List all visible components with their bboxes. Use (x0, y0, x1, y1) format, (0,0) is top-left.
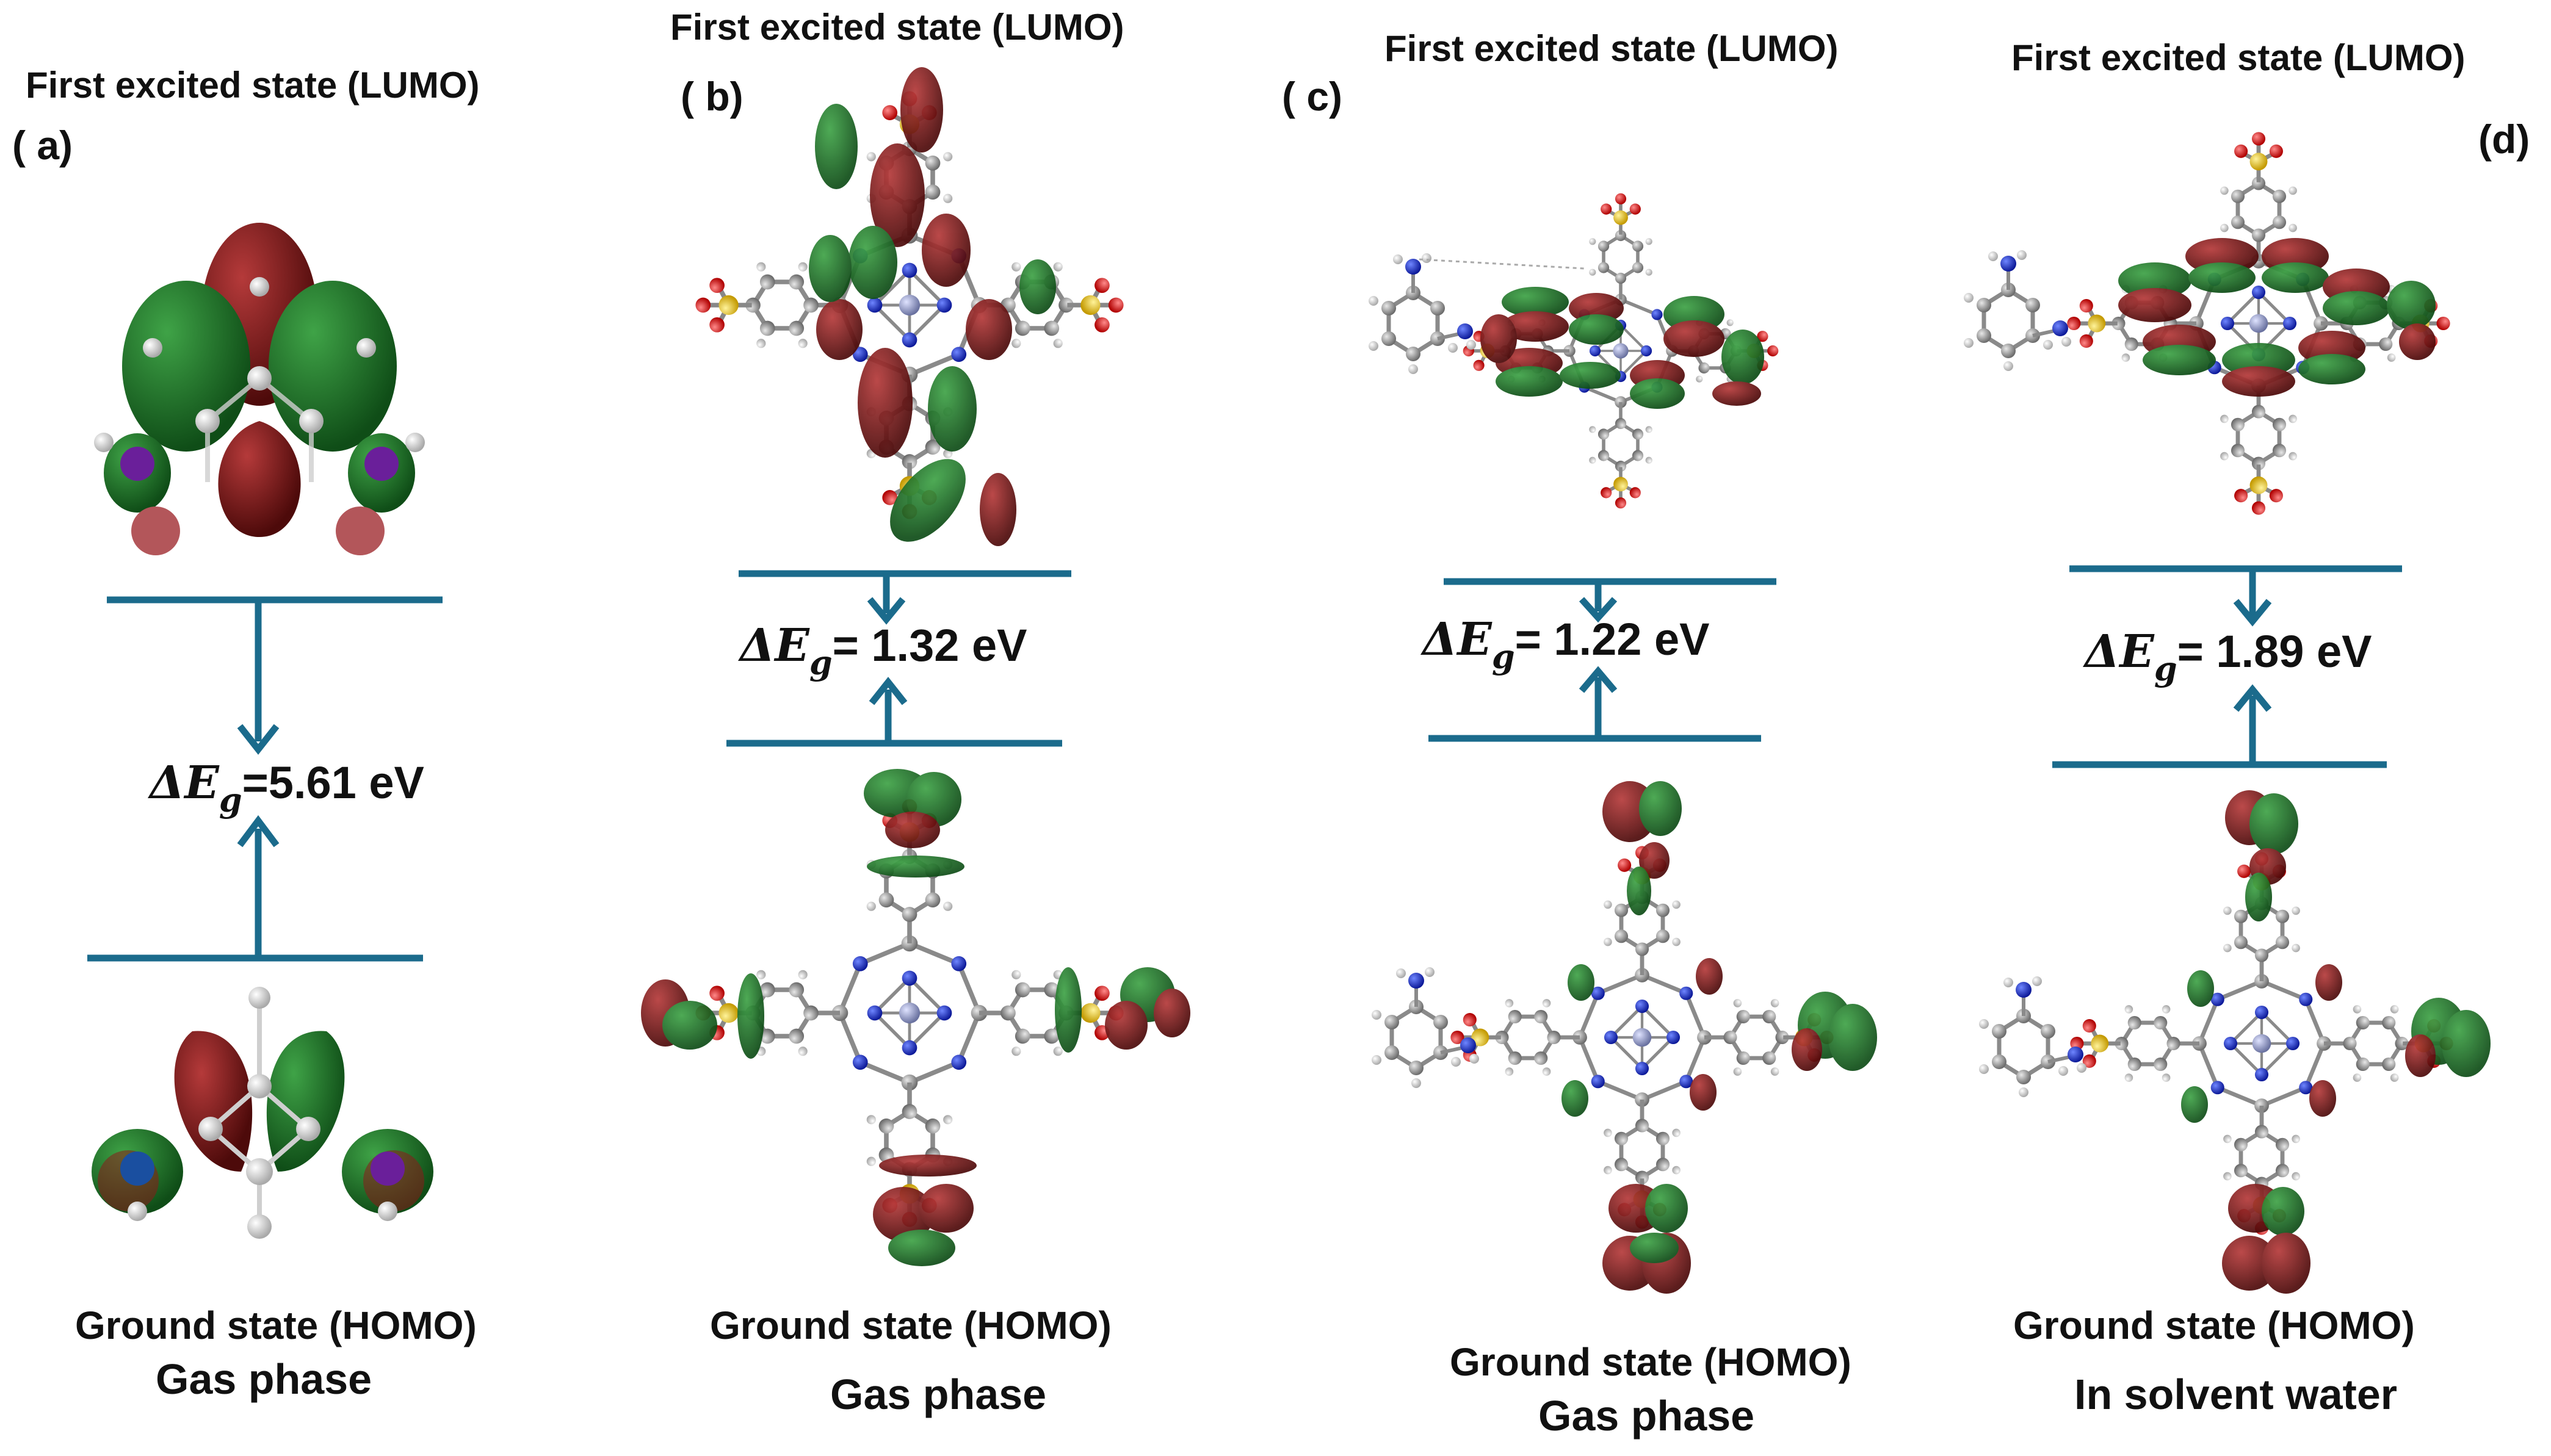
gap-subscript: g (2154, 649, 2177, 688)
energy-gap-c: ΔEg= 1.22 eV (1422, 613, 1710, 676)
lumo-orbital-c (1315, 146, 1865, 555)
homo-label-c: Ground state (HOMO) (1450, 1340, 1851, 1384)
gap-subscript: g (1491, 637, 1515, 676)
lumo-label-b: First excited state (LUMO) (670, 7, 1124, 48)
homo-orbital-c (1300, 781, 1877, 1294)
gap-symbol: ΔE (2085, 625, 2154, 678)
panel-label-c: ( c) (1282, 74, 1342, 119)
homo-orbital-a (92, 987, 433, 1239)
lumo-orbital-d (1935, 92, 2472, 555)
gap-value-d: = 1.89 eV (2177, 626, 2372, 677)
energy-gap-d: ΔEg= 1.89 eV (2085, 625, 2372, 688)
lumo-label-d: First excited state (LUMO) (2011, 37, 2466, 78)
gap-value-b: = 1.32 eV (832, 620, 1027, 671)
lumo-label-c: First excited state (LUMO) (1384, 28, 1839, 69)
phase-label-b: Gas phase (830, 1371, 1047, 1418)
energy-gap-b: ΔEg= 1.32 eV (740, 619, 1027, 682)
homo-label-d: Ground state (HOMO) (2013, 1303, 2415, 1347)
panel-label-d: (d) (2478, 117, 2530, 162)
energy-gap-a: ΔEg=5.61 eV (150, 757, 424, 820)
lumo-label-a: First excited state (LUMO) (26, 65, 480, 106)
lumo-orbital-a (94, 223, 425, 555)
phase-label-a: Gas phase (156, 1355, 372, 1403)
gap-symbol: ΔE (740, 619, 809, 672)
panel-label-b: ( b) (681, 74, 744, 119)
gap-symbol: ΔE (1422, 613, 1492, 666)
gap-subscript: g (809, 643, 833, 682)
gap-subscript: g (219, 780, 242, 820)
panel-label-a: ( a) (12, 123, 73, 168)
lumo-orbital-b (617, 67, 1203, 546)
gap-value-c: = 1.22 eV (1514, 614, 1710, 665)
gap-value-a: =5.61 eV (242, 757, 424, 808)
homo-orbital-b (641, 769, 1190, 1266)
gap-symbol: ΔE (150, 757, 219, 809)
phase-label-d: In solvent water (2074, 1371, 2398, 1418)
phase-label-c: Gas phase (1538, 1392, 1755, 1440)
homo-label-a: Ground state (HOMO) (75, 1303, 477, 1347)
homo-label-b: Ground state (HOMO) (710, 1303, 1112, 1347)
homo-orbital-d (1920, 790, 2491, 1294)
